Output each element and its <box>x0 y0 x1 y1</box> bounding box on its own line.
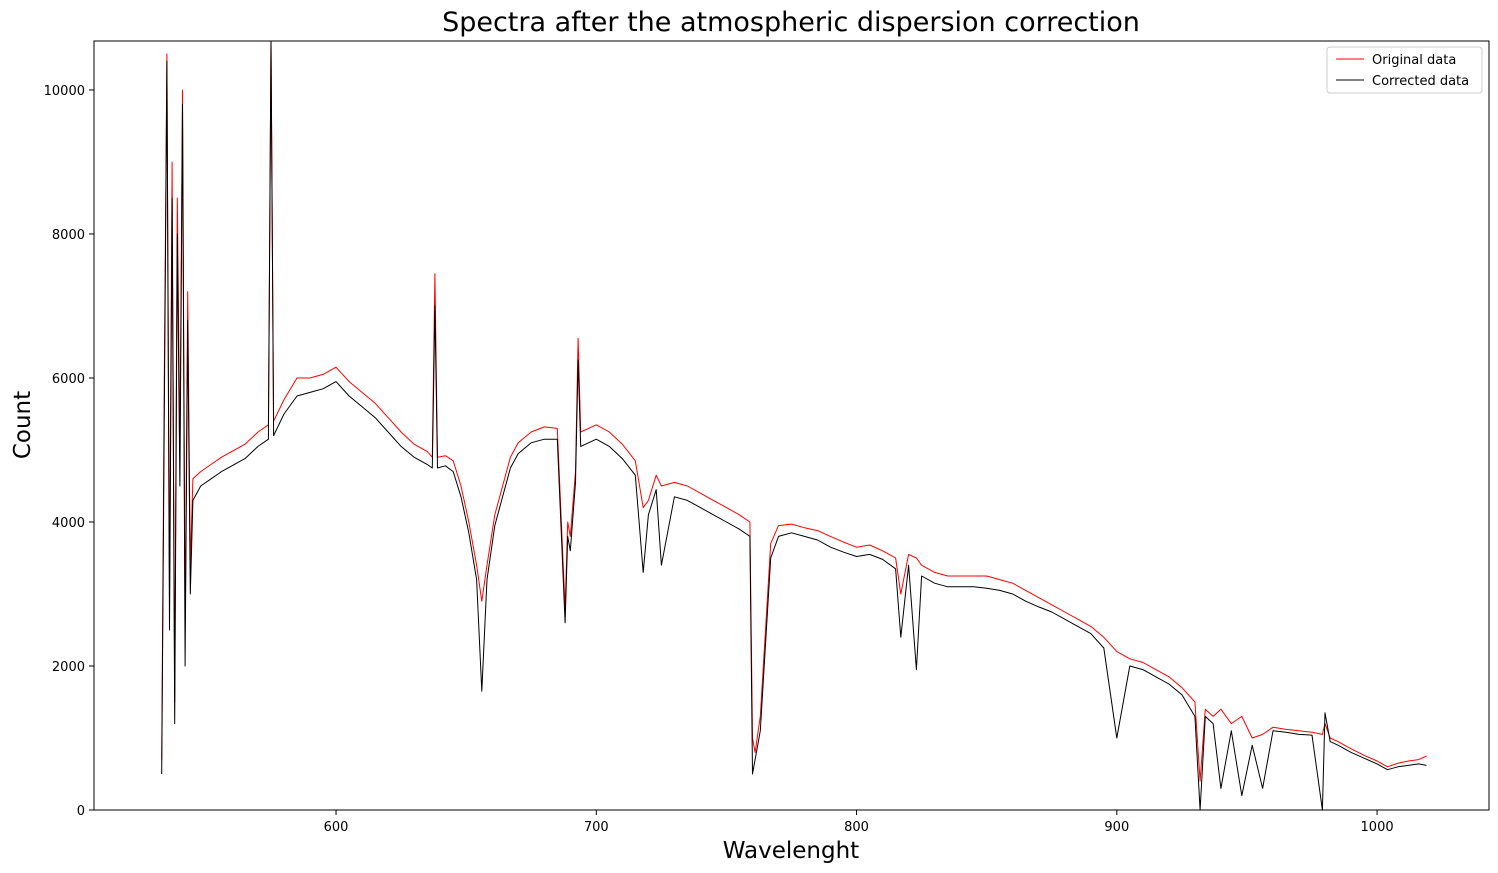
y-tick-label: 2000 <box>52 660 85 675</box>
x-axis: 600 700 800 900 1000 <box>324 810 1394 835</box>
x-tick-label: 900 <box>1104 820 1129 835</box>
chart-title: Spectra after the atmospheric dispersion… <box>442 7 1140 38</box>
plot-frame <box>93 40 1490 811</box>
series-line-corrected <box>161 41 1427 810</box>
x-tick-label: 1000 <box>1361 820 1394 835</box>
legend: Original data Corrected data <box>1326 46 1483 94</box>
x-axis-label: Wavelenght <box>723 838 859 864</box>
x-tick-label: 600 <box>324 820 349 835</box>
x-tick-label: 800 <box>844 820 869 835</box>
y-axis-label: Count <box>10 391 36 459</box>
series-line-original <box>161 41 1427 782</box>
y-tick-label: 4000 <box>52 516 85 531</box>
y-tick-label: 0 <box>77 804 85 819</box>
legend-box <box>1326 46 1483 94</box>
legend-label-corrected: Corrected data <box>1372 74 1469 89</box>
series-layer <box>161 41 1427 810</box>
y-tick-label: 8000 <box>52 228 85 243</box>
y-tick-label: 10000 <box>44 84 85 99</box>
y-axis: 0 2000 4000 6000 8000 10000 <box>44 84 94 819</box>
y-tick-label: 6000 <box>52 372 85 387</box>
legend-label-original: Original data <box>1372 53 1456 68</box>
x-tick-label: 700 <box>584 820 609 835</box>
